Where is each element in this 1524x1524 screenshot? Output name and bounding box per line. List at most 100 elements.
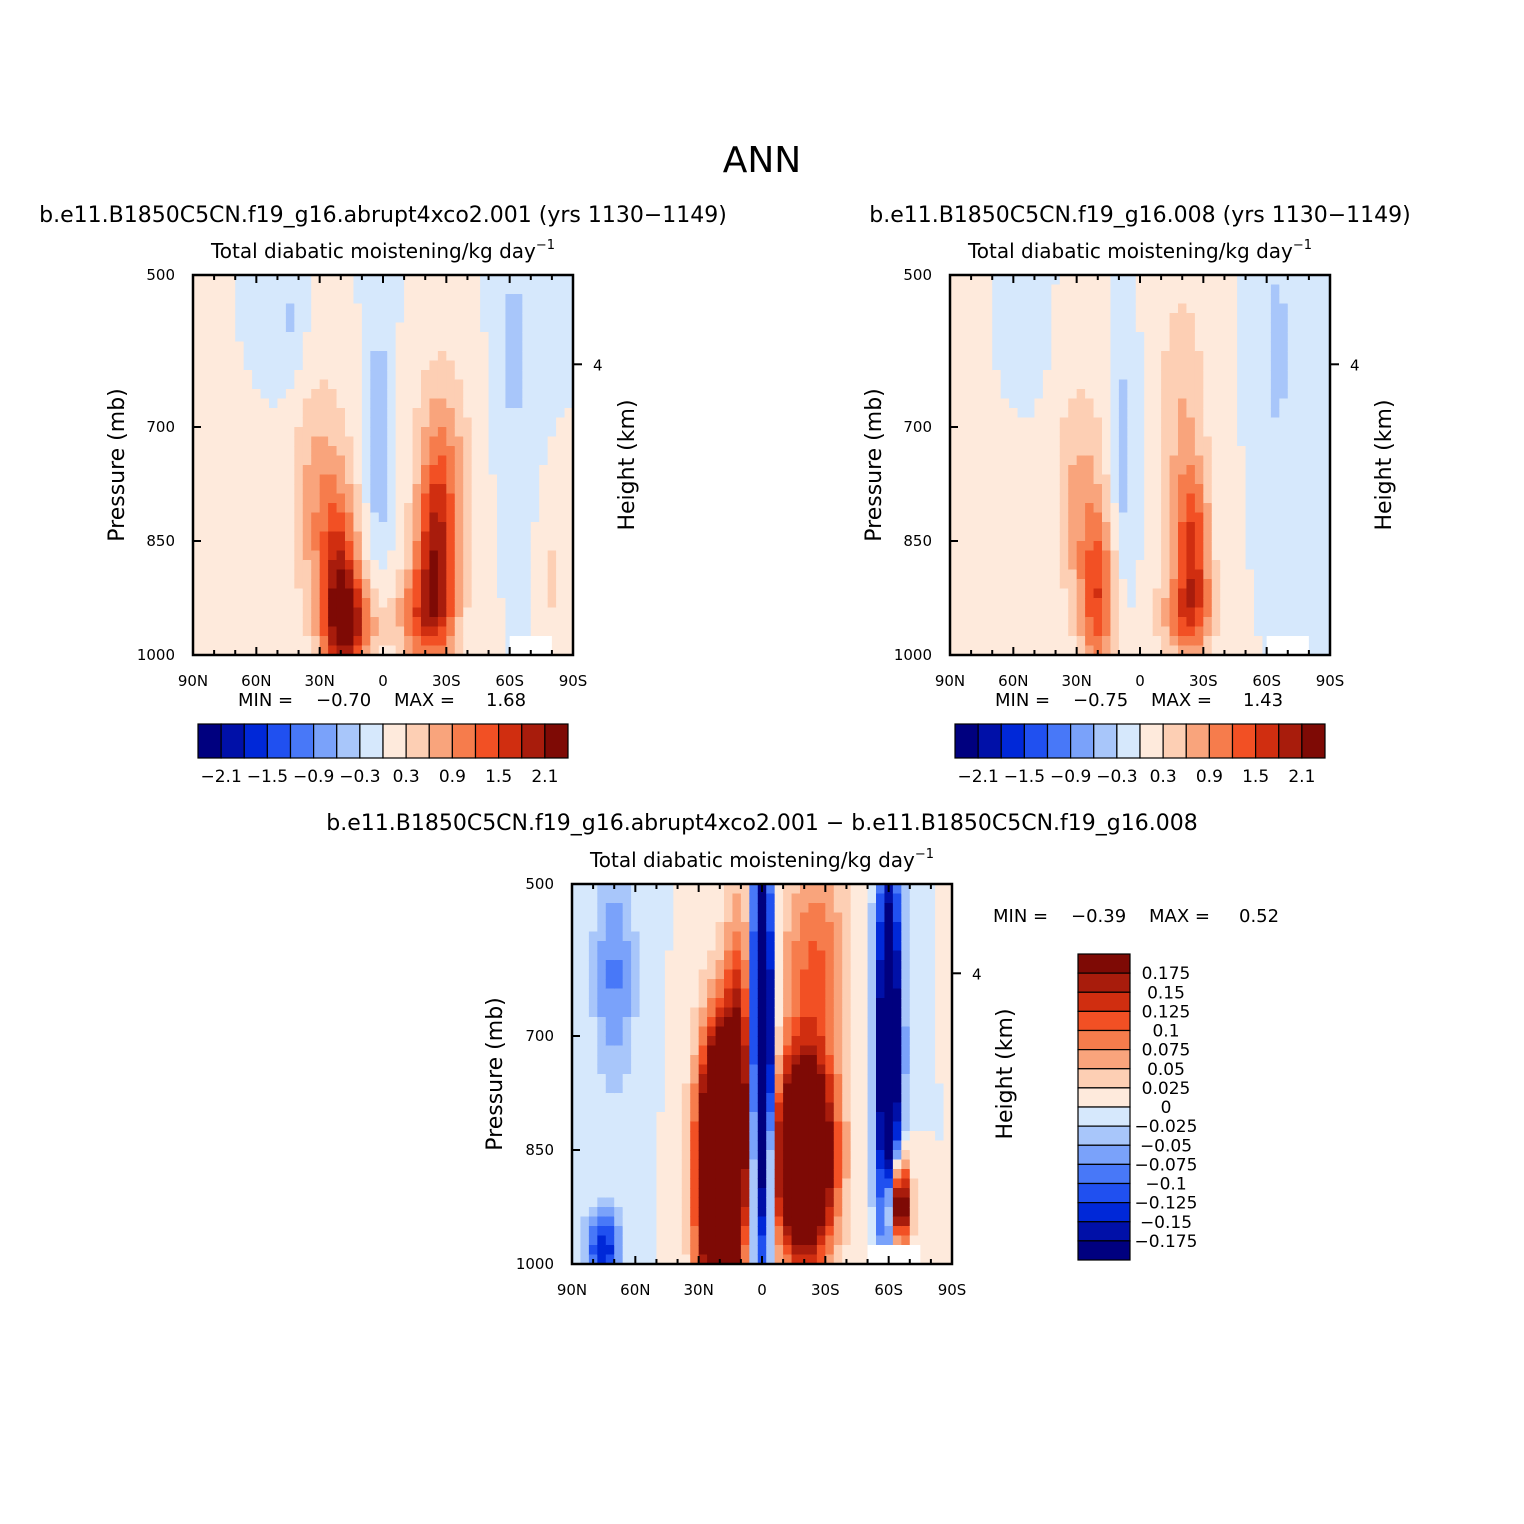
heatmap-cell	[193, 303, 203, 314]
heatmap-cell	[1237, 493, 1247, 504]
heatmap-cell	[572, 1017, 582, 1028]
heatmap-cell	[597, 1045, 607, 1056]
heatmap-cell	[370, 455, 380, 466]
heatmap-cell	[353, 617, 363, 628]
heatmap-cell	[1042, 303, 1052, 314]
heatmap-cell	[1034, 446, 1044, 457]
heatmap-cell	[294, 560, 304, 571]
heatmap-cell	[715, 1245, 725, 1256]
heatmap-cell	[766, 1121, 776, 1132]
heatmap-cell	[277, 446, 287, 457]
heatmap-cell	[1135, 560, 1145, 571]
heatmap-cell	[1152, 484, 1162, 495]
heatmap-cell	[724, 1093, 734, 1104]
heatmap-cell	[1135, 351, 1145, 362]
heatmap-cell	[816, 1026, 826, 1037]
heatmap-cell	[950, 322, 960, 333]
heatmap-cell	[311, 389, 321, 400]
heatmap-cell	[639, 1197, 649, 1208]
heatmap-cell	[690, 941, 700, 952]
heatmap-cell	[429, 541, 439, 552]
heatmap-cell	[950, 579, 960, 590]
heatmap-cell	[1085, 398, 1095, 409]
heatmap-cell	[201, 560, 211, 571]
heatmap-cell	[681, 1112, 691, 1123]
heatmap-cell	[1076, 512, 1086, 523]
heatmap-cell	[1102, 626, 1112, 637]
heatmap-cell	[1186, 465, 1196, 476]
heatmap-cell	[1194, 636, 1204, 647]
heatmap-cell	[1262, 436, 1272, 447]
heatmap-cell	[319, 541, 329, 552]
heatmap-cell	[656, 1045, 666, 1056]
heatmap-cell	[783, 884, 793, 895]
heatmap-cell	[1178, 474, 1188, 485]
heatmap-cell	[437, 427, 447, 438]
heatmap-cell	[1313, 465, 1323, 476]
heatmap-cell	[513, 617, 523, 628]
heatmap-cell	[1161, 626, 1171, 637]
heatmap-cell	[757, 1064, 767, 1075]
heatmap-cell	[605, 1140, 615, 1151]
heatmap-cell	[437, 294, 447, 305]
heatmap-cell	[1009, 465, 1019, 476]
heatmap-cell	[471, 579, 481, 590]
heatmap-cell	[429, 512, 439, 523]
heatmap-cell	[1262, 379, 1272, 390]
heatmap-cell	[201, 645, 211, 656]
heatmap-cell	[1194, 332, 1204, 343]
heatmap-cell	[732, 1064, 742, 1075]
heatmap-cell	[715, 1140, 725, 1151]
heatmap-cell	[958, 379, 968, 390]
heatmap-cell	[260, 645, 270, 656]
heatmap-cell	[1211, 341, 1221, 352]
heatmap-cell	[1313, 370, 1323, 381]
heatmap-cell	[1220, 455, 1230, 466]
heatmap-cell	[1203, 607, 1213, 618]
heatmap-cell	[361, 626, 371, 637]
heatmap-cell	[1220, 626, 1230, 637]
heatmap-cell	[1000, 493, 1010, 504]
heatmap-cell	[1152, 503, 1162, 514]
heatmap-cell	[412, 379, 422, 390]
heatmap-cell	[707, 1055, 717, 1066]
heatmap-cell	[1211, 398, 1221, 409]
heatmap-cell	[564, 275, 574, 286]
heatmap-cell	[639, 1235, 649, 1246]
heatmap-cell	[816, 1074, 826, 1085]
heatmap-cell	[816, 1007, 826, 1018]
heatmap-cell	[285, 617, 295, 628]
heatmap-cell	[1102, 560, 1112, 571]
heatmap-cell	[614, 1045, 624, 1056]
heatmap-cell	[749, 1131, 759, 1142]
heatmap-cell	[1270, 427, 1280, 438]
heatmap-cell	[1186, 379, 1196, 390]
heatmap-cell	[437, 360, 447, 371]
heatmap-cell	[1228, 493, 1238, 504]
heatmap-cell	[1254, 446, 1264, 457]
heatmap-cell	[243, 389, 253, 400]
heatmap-cell	[361, 360, 371, 371]
heatmap-cell	[1135, 626, 1145, 637]
heatmap-cell	[605, 941, 615, 952]
heatmap-cell	[580, 893, 590, 904]
heatmap-cell	[556, 569, 566, 580]
heatmap-cell	[1118, 341, 1128, 352]
heatmap-cell	[656, 1216, 666, 1227]
x-tick-label: 30N	[305, 672, 335, 690]
heatmap-cell	[622, 1112, 632, 1123]
heatmap-cell	[480, 531, 490, 542]
heatmap-cell	[1017, 275, 1027, 286]
heatmap-cell	[698, 884, 708, 895]
heatmap-cell	[294, 455, 304, 466]
heatmap-cell	[673, 931, 683, 942]
heatmap-cell	[1254, 541, 1264, 552]
heatmap-cell	[715, 1017, 725, 1028]
heatmap-cell	[294, 636, 304, 647]
heatmap-cell	[992, 398, 1002, 409]
heatmap-cell	[1042, 294, 1052, 305]
heatmap-cell	[1152, 389, 1162, 400]
heatmap-cell	[1026, 303, 1036, 314]
heatmap-cell	[800, 1121, 810, 1132]
